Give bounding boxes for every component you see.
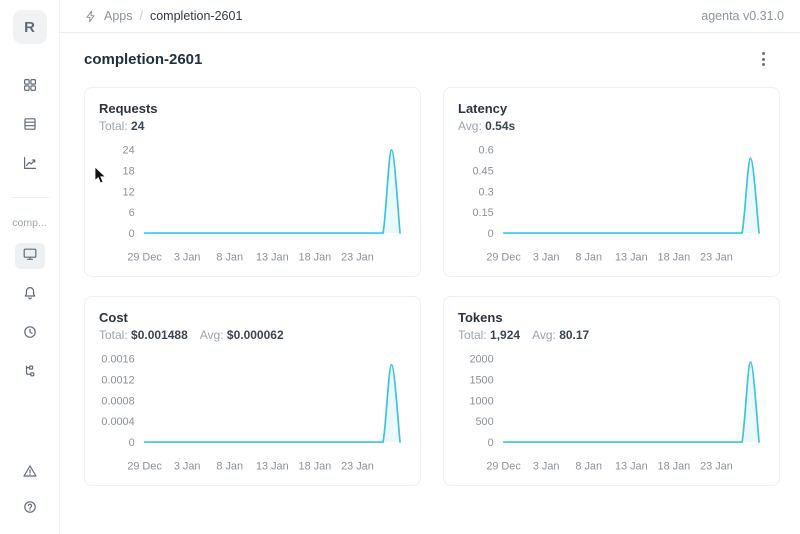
apps-grid-icon (22, 77, 38, 98)
cost-card: Cost Total: $0.001488 Avg: $0.000062 0 0.… (84, 296, 421, 486)
svg-text:24: 24 (123, 145, 135, 157)
svg-text:8 Jan: 8 Jan (216, 461, 243, 473)
sidebar-item-testsets[interactable] (15, 113, 45, 139)
sidebar-item-evaluations[interactable] (15, 152, 45, 178)
sidebar-item-history[interactable] (15, 321, 45, 347)
top-header: Apps / completion-2601 agenta v0.31.0 (60, 0, 800, 33)
sidebar-item-alerts[interactable] (15, 460, 45, 486)
sidebar-item-notifications[interactable] (15, 282, 45, 308)
svg-text:0.0016: 0.0016 (101, 354, 134, 366)
svg-text:0.0012: 0.0012 (101, 374, 134, 386)
svg-text:0: 0 (488, 228, 494, 240)
svg-text:23 Jan: 23 Jan (700, 252, 733, 264)
more-options-button[interactable] (752, 48, 774, 70)
svg-text:18 Jan: 18 Jan (299, 461, 332, 473)
workspace-avatar[interactable]: R (12, 10, 47, 44)
svg-text:13 Jan: 13 Jan (615, 461, 648, 473)
card-title: Latency (458, 101, 508, 116)
svg-text:29 Dec: 29 Dec (127, 252, 162, 264)
bell-icon (22, 285, 38, 306)
svg-text:29 Dec: 29 Dec (486, 252, 521, 264)
svg-text:0: 0 (129, 228, 135, 240)
history-icon (22, 324, 38, 345)
stat-total: Total: 24 (99, 119, 145, 133)
card-title: Requests (99, 101, 158, 116)
sidebar-item-apps[interactable] (15, 74, 45, 100)
svg-text:2000: 2000 (469, 354, 493, 366)
app-version: agenta v0.31.0 (701, 9, 784, 23)
monitor-icon (22, 246, 38, 267)
svg-text:13 Jan: 13 Jan (256, 252, 289, 264)
svg-text:18 Jan: 18 Jan (658, 252, 691, 264)
breadcrumb-apps-link[interactable]: Apps (104, 9, 133, 23)
tokens-card: Tokens Total: 1,924 Avg: 80.17 0 500 1000 1… (443, 296, 780, 486)
stat-total: Total: $0.001488 (99, 328, 188, 342)
svg-text:13 Jan: 13 Jan (615, 252, 648, 264)
stat-avg: Avg: 0.54s (458, 119, 516, 133)
svg-text:12: 12 (123, 186, 135, 198)
svg-text:0.0008: 0.0008 (101, 395, 134, 407)
svg-text:0.45: 0.45 (472, 165, 493, 177)
svg-text:0: 0 (488, 437, 494, 449)
svg-text:3 Jan: 3 Jan (533, 461, 560, 473)
main-content: completion-2601 Requests Total: 24 0 6 12 1… (60, 33, 800, 534)
stat-avg: Avg: 80.17 (532, 328, 590, 342)
metrics-grid: Requests Total: 24 0 6 12 18 24 29 Dec 3 Jan 8 … (84, 87, 780, 486)
sidebar-divider (10, 197, 49, 198)
svg-text:18 Jan: 18 Jan (658, 461, 691, 473)
svg-text:0.6: 0.6 (479, 145, 494, 157)
stat-avg: Avg: $0.000062 (199, 328, 284, 342)
sidebar-item-help[interactable] (15, 496, 45, 522)
svg-text:8 Jan: 8 Jan (575, 461, 602, 473)
svg-text:18: 18 (123, 165, 135, 177)
breadcrumb-current: completion-2601 (149, 9, 243, 23)
svg-text:0.3: 0.3 (479, 186, 494, 198)
tokens-chart: 0 500 1000 1500 2000 29 Dec 3 Jan 8 Jan 13 Jan 18… (469, 354, 760, 473)
tree-branch-icon (22, 363, 38, 384)
svg-text:29 Dec: 29 Dec (486, 461, 521, 473)
latency-chart: 0 0.15 0.3 0.45 0.6 29 Dec 3 Jan 8 Jan 13 Jan 18 … (472, 145, 760, 264)
svg-text:1000: 1000 (469, 395, 493, 407)
table-rows-icon (22, 116, 38, 137)
page-title: completion-2601 (84, 50, 203, 68)
alert-triangle-icon (22, 463, 38, 484)
svg-text:23 Jan: 23 Jan (341, 252, 374, 264)
sidebar-app-label: comp... (12, 217, 47, 229)
latency-card: Latency Avg: 0.54s 0 0.15 0.3 0.45 0.6 29 Dec… (443, 87, 780, 277)
breadcrumb: Apps / completion-2601 (84, 9, 242, 23)
card-title: Cost (99, 310, 128, 325)
svg-text:3 Jan: 3 Jan (174, 252, 201, 264)
stat-total: Total: 1,924 (458, 328, 521, 342)
sidebar: R (0, 0, 60, 534)
svg-text:3 Jan: 3 Jan (174, 461, 201, 473)
svg-text:3 Jan: 3 Jan (533, 252, 560, 264)
svg-text:23 Jan: 23 Jan (341, 461, 374, 473)
svg-text:500: 500 (475, 416, 493, 428)
svg-text:6: 6 (129, 207, 135, 219)
help-circle-icon (22, 499, 38, 520)
svg-text:8 Jan: 8 Jan (575, 252, 602, 264)
requests-chart: 0 6 12 18 24 29 Dec 3 Jan 8 Jan 13 Jan 18 Jan 23 J… (123, 145, 401, 264)
svg-text:0: 0 (129, 437, 135, 449)
svg-text:1500: 1500 (469, 374, 493, 386)
svg-text:0.0004: 0.0004 (101, 416, 134, 428)
svg-text:0.15: 0.15 (472, 207, 493, 219)
sidebar-item-traces[interactable] (15, 360, 45, 386)
svg-text:8 Jan: 8 Jan (216, 252, 243, 264)
cost-chart: 0 0.0004 0.0008 0.0012 0.0016 29 Dec 3 Jan 8 Ja… (101, 354, 401, 473)
requests-card: Requests Total: 24 0 6 12 18 24 29 Dec 3 Jan 8 … (84, 87, 421, 277)
line-chart-icon (22, 155, 38, 176)
svg-text:29 Dec: 29 Dec (127, 461, 162, 473)
sidebar-item-overview[interactable] (14, 243, 45, 269)
breadcrumb-separator: / (139, 9, 143, 23)
svg-text:13 Jan: 13 Jan (256, 461, 289, 473)
card-title: Tokens (458, 310, 503, 325)
svg-text:23 Jan: 23 Jan (700, 461, 733, 473)
svg-text:18 Jan: 18 Jan (299, 252, 332, 264)
bolt-icon (84, 10, 97, 23)
